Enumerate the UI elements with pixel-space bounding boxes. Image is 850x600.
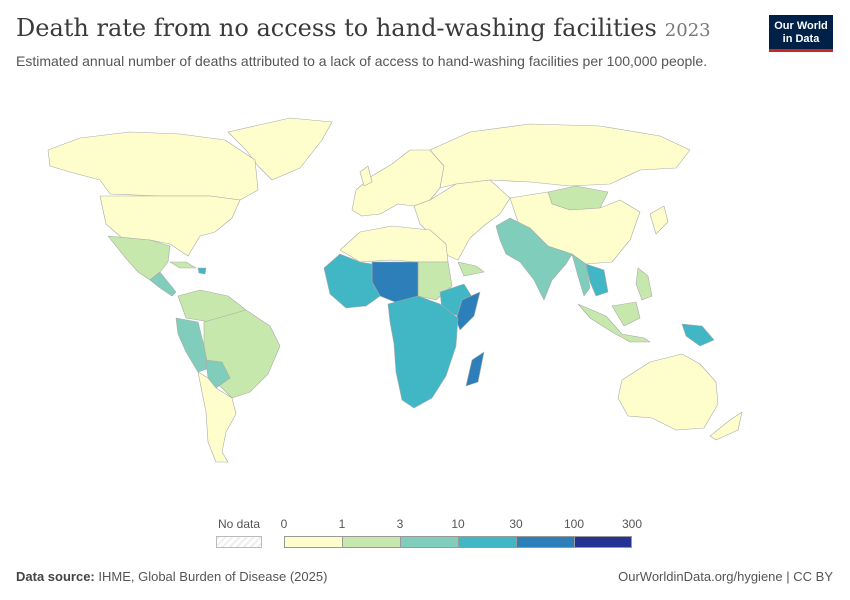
region-japan[interactable] xyxy=(649,205,669,235)
region-png[interactable] xyxy=(681,323,715,347)
region-haiti[interactable] xyxy=(197,267,207,275)
legend-tick-label: 100 xyxy=(563,517,585,531)
legend-no-data-label: No data xyxy=(217,517,261,531)
region-indonesia[interactable] xyxy=(577,303,651,343)
region-cuba[interactable] xyxy=(169,261,197,269)
chart-header: Death rate from no access to hand-washin… xyxy=(16,14,711,42)
region-central-america[interactable] xyxy=(149,271,177,297)
logo-line-1: Our World xyxy=(774,20,828,32)
legend-bin-0-1[interactable] xyxy=(284,536,342,548)
legend-bin-3-10[interactable] xyxy=(400,536,458,548)
region-west-africa[interactable] xyxy=(323,253,381,309)
region-borneo[interactable] xyxy=(611,301,641,327)
legend-no-data-swatch[interactable] xyxy=(216,536,262,548)
region-canada[interactable] xyxy=(47,131,259,201)
owid-logo[interactable]: Our World in Data xyxy=(769,15,833,52)
region-north-africa[interactable] xyxy=(339,225,449,263)
legend-bin-30-100[interactable] xyxy=(516,536,574,548)
footer-link: OurWorldinData.org/hygiene | CC BY xyxy=(618,569,833,584)
region-myanmar[interactable] xyxy=(571,253,591,297)
chart-title: Death rate from no access to hand-washin… xyxy=(16,14,657,42)
region-central-southern-africa[interactable] xyxy=(387,295,459,409)
region-madagascar[interactable] xyxy=(465,351,485,387)
region-yemen[interactable] xyxy=(457,261,485,277)
data-source-label: Data source: xyxy=(16,569,95,584)
legend-tick-label: 3 xyxy=(396,517,404,531)
region-new-zealand[interactable] xyxy=(709,411,743,441)
legend-bin-1-3[interactable] xyxy=(342,536,400,548)
chart-year: 2023 xyxy=(664,20,711,41)
legend-tick-label: 300 xyxy=(621,517,643,531)
legend-bin-10-30[interactable] xyxy=(458,536,516,548)
region-peru[interactable] xyxy=(175,317,211,373)
data-source-text: IHME, Global Burden of Disease (2025) xyxy=(98,569,328,584)
region-southern-cone[interactable] xyxy=(197,371,237,463)
license-text: CC BY xyxy=(793,569,833,584)
region-somalia[interactable] xyxy=(455,291,481,331)
region-bolivia[interactable] xyxy=(205,359,231,389)
legend-tick-label: 30 xyxy=(509,517,523,531)
region-uk[interactable] xyxy=(359,165,373,187)
world-map[interactable] xyxy=(0,100,850,500)
region-south-asia[interactable] xyxy=(495,217,573,301)
region-russia[interactable] xyxy=(429,123,691,189)
region-greenland[interactable] xyxy=(227,117,333,181)
legend-tick-label: 0 xyxy=(280,517,288,531)
data-source: Data source: IHME, Global Burden of Dise… xyxy=(16,569,327,584)
legend-tick-label: 10 xyxy=(451,517,465,531)
legend-tick-label: 1 xyxy=(338,517,346,531)
region-philippines[interactable] xyxy=(635,267,653,301)
chart-subtitle: Estimated annual number of deaths attrib… xyxy=(16,53,708,69)
region-australia[interactable] xyxy=(617,353,719,431)
owid-url-link[interactable]: OurWorldinData.org/hygiene xyxy=(618,569,783,584)
logo-line-2: in Data xyxy=(782,33,820,45)
map-legend: No data 0 1 3 10 30 100 300 xyxy=(0,512,850,552)
region-indochina[interactable] xyxy=(585,263,609,297)
legend-bin-100-300[interactable] xyxy=(574,536,632,548)
